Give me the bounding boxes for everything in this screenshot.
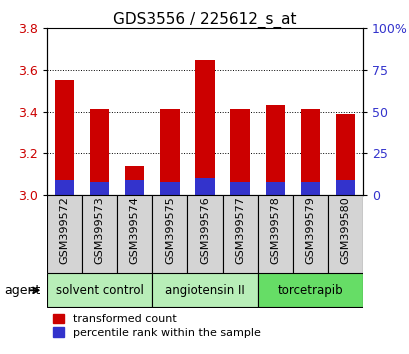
Bar	[222, 195, 257, 273]
Bar	[152, 195, 187, 273]
Bar	[55, 180, 74, 195]
Legend: transformed count, percentile rank within the sample: transformed count, percentile rank withi…	[53, 314, 260, 338]
Text: GSM399579: GSM399579	[304, 196, 315, 264]
Text: GSM399580: GSM399580	[339, 196, 349, 264]
Text: GSM399576: GSM399576	[200, 196, 209, 264]
Bar	[125, 166, 144, 195]
Bar	[257, 195, 292, 273]
Bar	[300, 182, 319, 195]
Bar	[160, 182, 179, 195]
Bar	[195, 178, 214, 195]
Bar	[160, 109, 179, 195]
Text: GSM399572: GSM399572	[60, 196, 70, 264]
Bar	[327, 195, 362, 273]
Title: GDS3556 / 225612_s_at: GDS3556 / 225612_s_at	[113, 12, 296, 28]
Bar	[55, 80, 74, 195]
Text: agent: agent	[4, 284, 40, 297]
Bar	[335, 180, 354, 195]
Text: GSM399578: GSM399578	[270, 196, 279, 264]
Text: GSM399574: GSM399574	[130, 196, 139, 264]
Bar	[300, 109, 319, 195]
Text: GSM399577: GSM399577	[234, 196, 245, 264]
Bar	[152, 273, 257, 307]
Bar	[90, 182, 109, 195]
Bar	[335, 114, 354, 195]
Bar	[257, 273, 362, 307]
Bar	[230, 109, 249, 195]
Bar	[230, 182, 249, 195]
Bar	[292, 195, 327, 273]
Text: GSM399573: GSM399573	[94, 196, 105, 264]
Text: GSM399575: GSM399575	[164, 196, 175, 264]
Bar	[47, 195, 82, 273]
Bar	[82, 195, 117, 273]
Bar	[125, 180, 144, 195]
Text: solvent control: solvent control	[56, 284, 143, 297]
Text: angiotensin II: angiotensin II	[165, 284, 244, 297]
Bar	[265, 105, 284, 195]
Bar	[195, 59, 214, 195]
Bar	[47, 273, 152, 307]
Bar	[187, 195, 222, 273]
Bar	[265, 182, 284, 195]
Bar	[90, 109, 109, 195]
Bar	[117, 195, 152, 273]
Text: torcetrapib: torcetrapib	[277, 284, 342, 297]
